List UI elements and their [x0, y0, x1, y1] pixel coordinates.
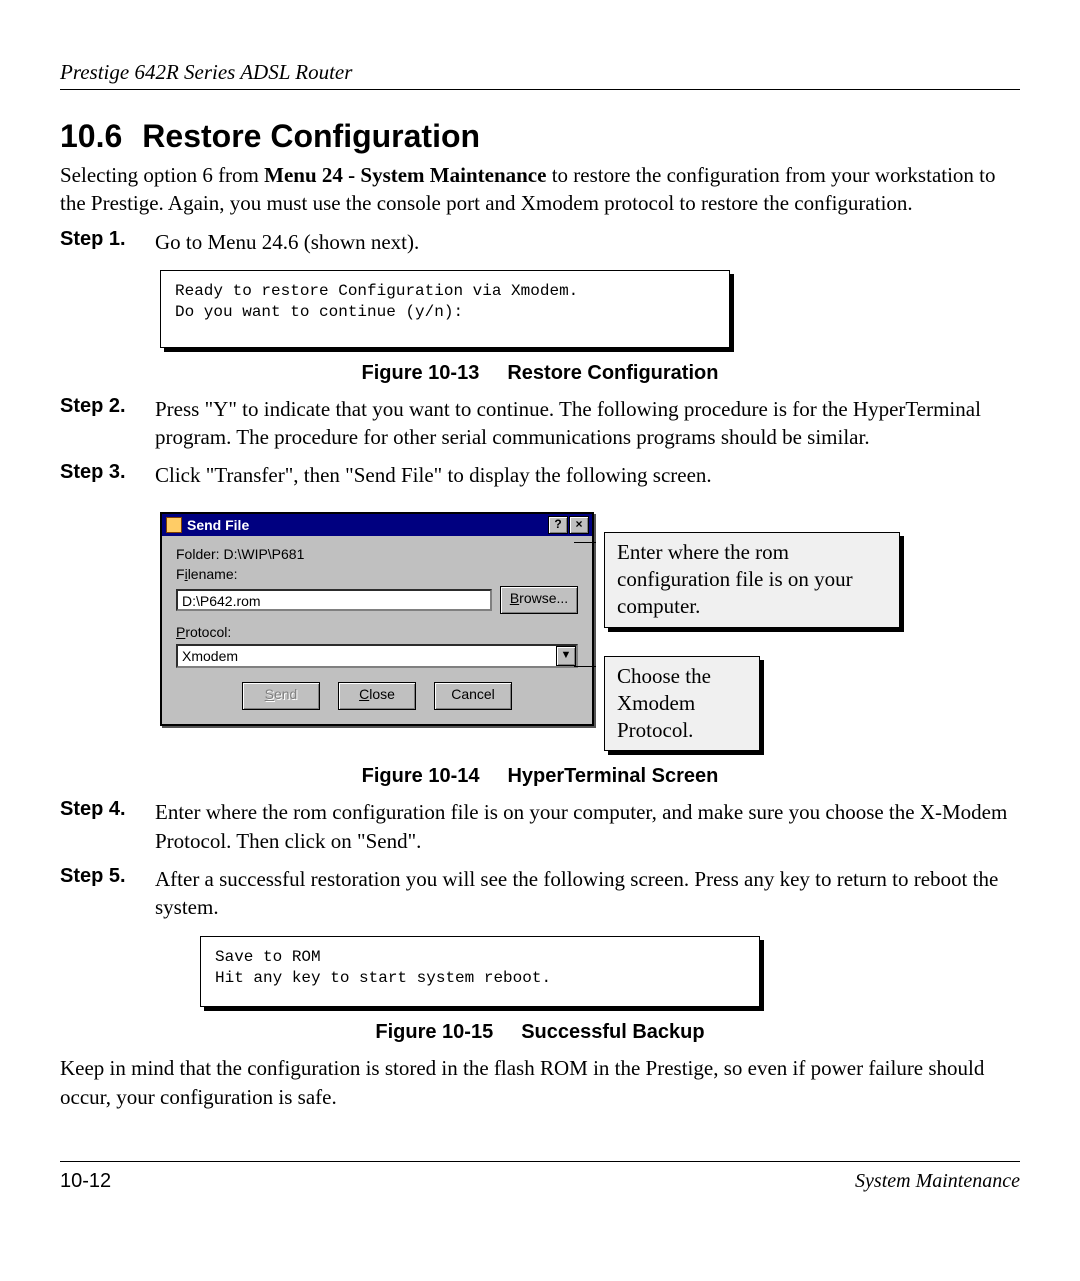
running-header: Prestige 642R Series ADSL Router: [60, 60, 1020, 90]
app-icon: [166, 517, 182, 533]
close-dialog-button[interactable]: Close: [338, 682, 416, 710]
step-2: Step 2. Press "Y" to indicate that you w…: [60, 395, 1020, 452]
intro-prefix: Selecting option 6 from: [60, 163, 264, 187]
dialog-title: Send File: [187, 517, 249, 533]
protocol-select[interactable]: Xmodem ▼: [176, 644, 578, 668]
browse-button[interactable]: Browse...: [500, 586, 578, 614]
page-number: 10-12: [60, 1170, 111, 1193]
footer-section: System Maintenance: [855, 1170, 1020, 1193]
help-button[interactable]: ?: [548, 516, 568, 534]
dialog-titlebar: Send File ? ×: [162, 514, 592, 536]
figure-title: Successful Backup: [521, 1021, 704, 1043]
code-block-restore-prompt: Ready to restore Configuration via Xmode…: [160, 270, 730, 348]
send-button[interactable]: Send: [242, 682, 320, 710]
filename-input[interactable]: D:\P642.rom: [176, 589, 492, 611]
protocol-value: Xmodem: [182, 648, 238, 664]
step-1: Step 1. Go to Menu 24.6 (shown next).: [60, 228, 1020, 256]
step-text: Enter where the rom configuration file i…: [155, 798, 1020, 855]
step-text: Press "Y" to indicate that you want to c…: [155, 395, 1020, 452]
figure-10-15-caption: Figure 10-15 Successful Backup: [60, 1021, 1020, 1044]
hyperterminal-figure: Send File ? × Folder: D:\WIP\P681 Filena…: [160, 512, 1020, 752]
figure-10-14-caption: Figure 10-14 HyperTerminal Screen: [60, 765, 1020, 788]
figure-number: Figure 10-13: [362, 362, 480, 384]
step-label: Step 1.: [60, 228, 155, 256]
figure-number: Figure 10-14: [362, 765, 480, 787]
filename-label: Filename:: [176, 566, 578, 582]
step-text: After a successful restoration you will …: [155, 865, 1020, 922]
protocol-label: Protocol:: [176, 624, 578, 640]
section-heading: 10.6 Restore Configuration: [60, 118, 1020, 155]
code-block-save-rom: Save to ROM Hit any key to start system …: [200, 936, 760, 1008]
folder-label: Folder: D:\WIP\P681: [176, 546, 578, 562]
figure-10-13-caption: Figure 10-13 Restore Configuration: [60, 362, 1020, 385]
chevron-down-icon[interactable]: ▼: [556, 646, 576, 666]
step-4: Step 4. Enter where the rom configuratio…: [60, 798, 1020, 855]
callout-protocol: Choose the Xmodem Protocol.: [604, 656, 760, 752]
step-label: Step 5.: [60, 865, 155, 922]
closing-paragraph: Keep in mind that the configuration is s…: [60, 1054, 1020, 1111]
figure-title: Restore Configuration: [507, 362, 718, 384]
cancel-button[interactable]: Cancel: [434, 682, 512, 710]
step-3: Step 3. Click "Transfer", then "Send Fil…: [60, 461, 1020, 489]
figure-title: HyperTerminal Screen: [507, 765, 718, 787]
figure-number: Figure 10-15: [375, 1021, 493, 1043]
step-text: Go to Menu 24.6 (shown next).: [155, 228, 1020, 256]
intro-paragraph: Selecting option 6 from Menu 24 - System…: [60, 161, 1020, 218]
send-file-dialog: Send File ? × Folder: D:\WIP\P681 Filena…: [160, 512, 594, 726]
step-label: Step 2.: [60, 395, 155, 452]
section-title-text: Restore Configuration: [142, 118, 480, 154]
intro-bold: Menu 24 - System Maintenance: [264, 163, 546, 187]
page-footer: 10-12 System Maintenance: [60, 1161, 1020, 1193]
step-label: Step 4.: [60, 798, 155, 855]
callout-filename: Enter where the rom configuration file i…: [604, 532, 900, 628]
step-label: Step 3.: [60, 461, 155, 489]
close-button[interactable]: ×: [569, 516, 589, 534]
step-text: Click "Transfer", then "Send File" to di…: [155, 461, 1020, 489]
section-number: 10.6: [60, 118, 122, 154]
step-5: Step 5. After a successful restoration y…: [60, 865, 1020, 922]
